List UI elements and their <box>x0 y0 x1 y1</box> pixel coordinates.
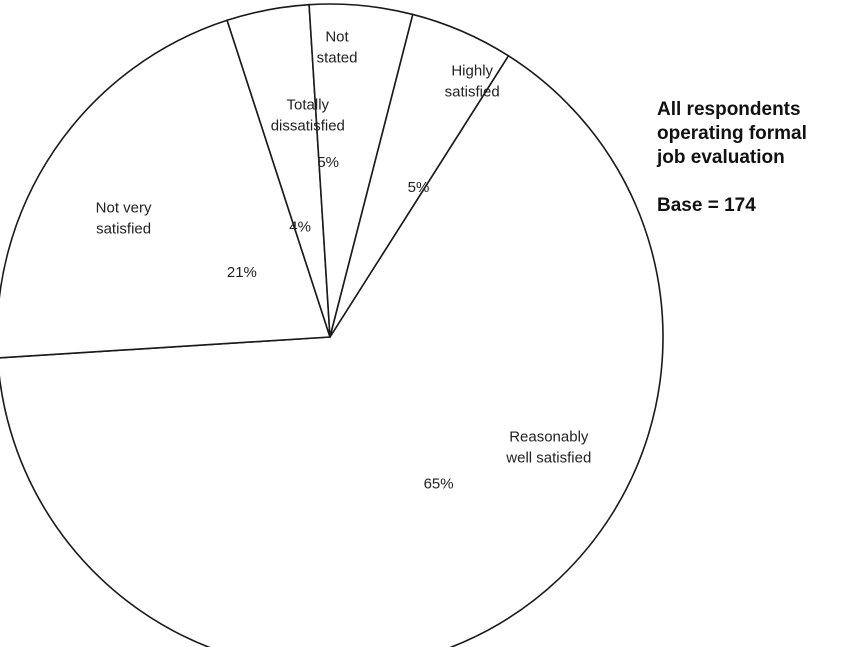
slice-category-label-3-line-1: stated <box>317 50 358 67</box>
slice-percent-label-1: 21% <box>227 264 257 281</box>
side-note-line-2: operating formal <box>657 123 807 144</box>
chart-side-note: All respondents operating formal job eva… <box>657 98 807 218</box>
slice-percent-label-4: 5% <box>408 179 430 196</box>
slice-category-label-0: Reasonably well satisfied <box>505 428 591 466</box>
slice-category-label-0-line-0: Reasonably <box>509 428 589 445</box>
slice-category-label-1-line-1: satisfied <box>96 221 151 238</box>
slice-category-label-3: Not stated <box>317 29 358 67</box>
slice-category-label-1: Not very satisfied <box>96 200 152 238</box>
slice-category-label-3-line-0: Not <box>325 29 349 46</box>
slice-category-label-4-line-0: Highly <box>451 63 493 80</box>
slice-category-label-2: Totally dissatisfied <box>271 96 345 134</box>
slice-category-label-4-line-1: satisfied <box>445 84 500 101</box>
slice-percent-label-2: 4% <box>289 218 311 235</box>
side-note-base: Base = 174 <box>657 195 756 216</box>
slice-percent-label-0: 65% <box>424 476 454 493</box>
pie-labels: 65% Reasonably well satisfied 21% Not very sa… <box>96 29 592 493</box>
slice-category-label-2-line-1: dissatisfied <box>271 117 345 134</box>
pie-slice-0 <box>0 54 664 647</box>
pie-slices <box>0 3 664 647</box>
slice-category-label-2-line-0: Totally <box>287 96 330 113</box>
slice-category-label-4: Highly satisfied <box>445 63 500 101</box>
side-note-line-1: All respondents <box>657 99 801 120</box>
slice-percent-label-3: 5% <box>317 154 339 171</box>
side-note-line-3: job evaluation <box>657 147 785 168</box>
pie-slice-4 <box>329 13 510 338</box>
slice-category-label-1-line-0: Not very <box>96 200 152 217</box>
slice-category-label-0-line-1: well satisfied <box>505 449 591 466</box>
pie-slice-1 <box>0 19 332 359</box>
